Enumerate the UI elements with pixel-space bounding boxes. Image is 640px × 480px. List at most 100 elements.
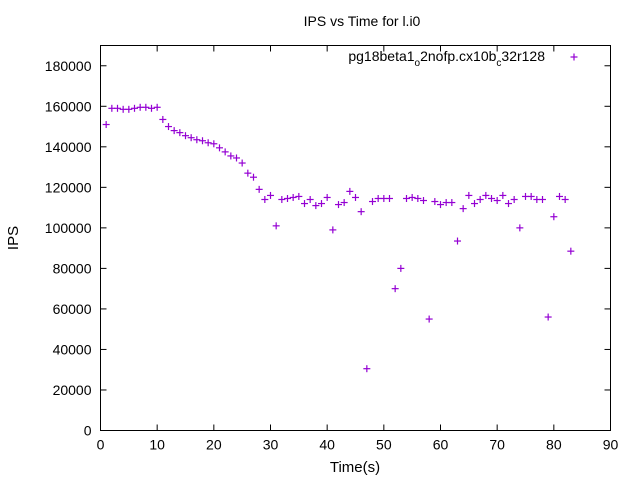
y-tick-label: 180000: [45, 58, 92, 74]
x-tick-label: 40: [319, 437, 335, 453]
legend-marker: [570, 53, 578, 61]
y-tick-label: 120000: [45, 179, 92, 195]
data-point: [516, 224, 524, 232]
data-point: [471, 200, 478, 208]
data-point: [102, 121, 110, 129]
data-point: [363, 365, 371, 373]
data-point: [329, 226, 337, 234]
data-point: [505, 200, 512, 208]
data-point: [437, 201, 444, 209]
data-point: [210, 140, 218, 148]
data-point: [301, 200, 308, 208]
data-point: [431, 198, 439, 206]
data-point: [284, 194, 291, 202]
data-point: [272, 222, 280, 230]
data-point: [448, 199, 456, 207]
y-tick-label: 80000: [53, 260, 92, 276]
data-point: [425, 315, 433, 323]
data-point: [114, 104, 121, 112]
data-point: [176, 129, 184, 137]
data-point: [408, 193, 416, 201]
data-point: [165, 123, 172, 131]
data-point: [159, 115, 167, 123]
data-point: [199, 137, 206, 145]
data-point: [357, 208, 365, 216]
x-tick-label: 20: [206, 437, 222, 453]
x-axis-label: Time(s): [330, 459, 380, 476]
y-axis-label: IPS: [5, 226, 22, 250]
data-point: [488, 194, 495, 202]
data-point: [397, 264, 405, 272]
data-point: [244, 169, 252, 177]
legend-series-label: pg18beta1o2nofp.cx10bc32r128: [348, 48, 545, 69]
data-point: [561, 196, 569, 203]
data-point: [539, 196, 546, 203]
data-point: [386, 194, 393, 202]
data-point: [187, 134, 195, 142]
y-tick-label: 140000: [45, 139, 92, 155]
y-tick-label: 60000: [53, 301, 92, 317]
x-tick-label: 10: [149, 437, 165, 453]
y-tick-label: 0: [84, 423, 92, 439]
data-point: [544, 313, 552, 321]
data-point: [295, 192, 303, 200]
data-point: [369, 198, 376, 206]
data-point: [148, 104, 155, 112]
data-point: [391, 285, 399, 293]
data-point: [250, 173, 257, 181]
data-point: [153, 103, 161, 111]
data-points: [102, 103, 575, 373]
data-point: [261, 196, 269, 203]
y-tick-label: 20000: [53, 382, 92, 398]
data-point: [182, 132, 189, 140]
data-point: [493, 197, 501, 205]
data-point: [221, 148, 229, 156]
data-point: [567, 247, 575, 255]
data-point: [278, 196, 286, 203]
y-tick-label: 40000: [53, 341, 92, 357]
x-tick-label: 80: [546, 437, 562, 453]
data-point: [233, 154, 240, 162]
data-point: [238, 159, 246, 167]
data-point: [556, 192, 563, 200]
x-tick-label: 30: [263, 437, 279, 453]
data-point: [476, 196, 484, 203]
data-point: [142, 103, 150, 111]
x-tick-label: 70: [489, 437, 505, 453]
data-point: [255, 185, 263, 193]
data-point: [352, 193, 359, 201]
x-tick-label: 60: [433, 437, 449, 453]
data-point: [420, 197, 427, 205]
data-point: [306, 196, 314, 203]
data-point: [125, 105, 133, 113]
legend: pg18beta1o2nofp.cx10bc32r128: [348, 48, 578, 69]
plot-frame: [100, 45, 611, 431]
data-point: [170, 127, 178, 135]
y-tick-label: 160000: [45, 98, 92, 114]
data-point: [403, 194, 410, 202]
data-point: [340, 199, 348, 207]
data-point: [346, 187, 354, 195]
data-point: [227, 152, 235, 160]
data-point: [131, 104, 138, 112]
data-point: [465, 191, 473, 199]
x-axis-ticks: 0 10 20 30 40 50 60 70 80 90: [97, 45, 619, 453]
x-tick-label: 0: [97, 437, 105, 453]
data-point: [204, 139, 212, 147]
data-point: [267, 191, 274, 199]
data-point: [482, 191, 490, 199]
data-point: [414, 194, 422, 202]
x-tick-label: 90: [603, 437, 619, 453]
data-point: [216, 144, 223, 152]
data-point: [499, 191, 507, 199]
data-point: [510, 196, 518, 203]
data-point: [318, 200, 325, 208]
legend-plus-marker: [570, 53, 578, 61]
data-point: [454, 237, 461, 245]
y-axis-ticks: 0 20000 40000 60000 80000 100000 120000 140000 1…: [45, 58, 611, 439]
data-point: [527, 192, 535, 200]
data-point: [550, 213, 558, 221]
y-tick-label: 100000: [45, 220, 92, 236]
data-point: [289, 193, 297, 201]
